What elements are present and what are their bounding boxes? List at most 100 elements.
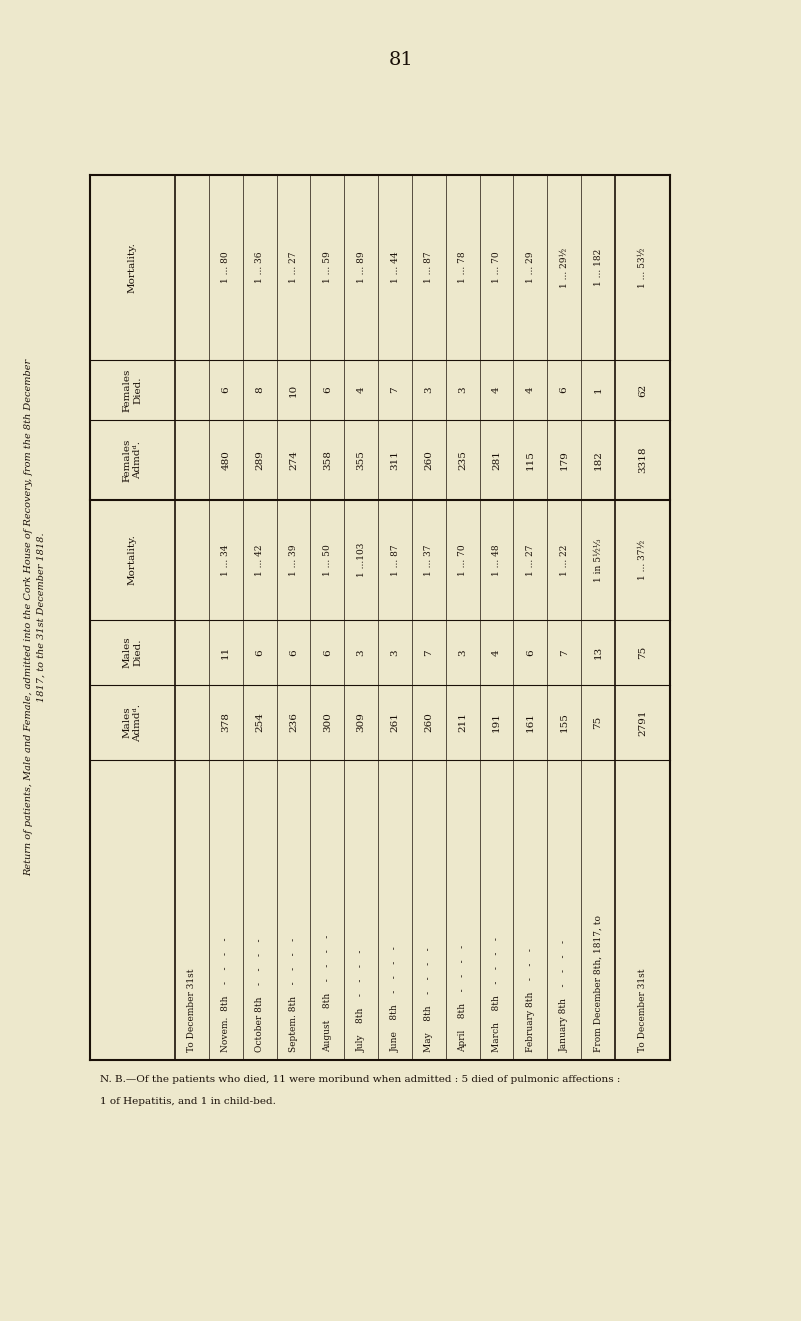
Text: 1 ... 50: 1 ... 50	[323, 544, 332, 576]
Text: 6: 6	[560, 387, 569, 394]
Text: 1 ... 22: 1 ... 22	[560, 544, 569, 576]
Text: 1 ... 39: 1 ... 39	[289, 544, 298, 576]
Text: 1 ... 53½: 1 ... 53½	[638, 247, 647, 288]
Text: 182: 182	[594, 450, 602, 470]
Text: 236: 236	[289, 712, 298, 732]
Text: 6: 6	[526, 649, 535, 655]
Text: Females
Admdᵈ.: Females Admdᵈ.	[123, 439, 143, 482]
Text: January 8th    -    -    -    -: January 8th - - - -	[560, 941, 569, 1052]
Text: 3: 3	[356, 649, 365, 655]
Text: 6: 6	[289, 649, 298, 655]
Text: October 8th    -    -    -    -: October 8th - - - -	[255, 938, 264, 1052]
Text: Males
Admdᵈ.: Males Admdᵈ.	[123, 704, 143, 741]
Text: 1 ... 34: 1 ... 34	[221, 544, 230, 576]
Text: 81: 81	[388, 52, 413, 69]
Text: Return of patients, Male and Female, admitted into the Cork House of Recovery, f: Return of patients, Male and Female, adm…	[25, 359, 46, 876]
Text: 1 ... 37½: 1 ... 37½	[638, 540, 647, 580]
Text: Females
Died.: Females Died.	[123, 369, 143, 412]
Text: 1 ... 29½: 1 ... 29½	[560, 247, 569, 288]
Text: 161: 161	[526, 712, 535, 732]
Text: 1 of Hepatitis, and 1 in child-bed.: 1 of Hepatitis, and 1 in child-bed.	[100, 1096, 276, 1106]
Text: 7: 7	[391, 387, 400, 394]
Text: From December 8th, 1817, to: From December 8th, 1817, to	[594, 915, 602, 1052]
Text: 1 ... 27: 1 ... 27	[289, 252, 298, 283]
Text: 3: 3	[458, 387, 467, 394]
Text: May    8th    -    -    -    -: May 8th - - - -	[425, 947, 433, 1052]
Text: Mortality.: Mortality.	[128, 535, 137, 585]
Text: 1 ...103: 1 ...103	[356, 543, 365, 577]
Text: 3: 3	[425, 387, 433, 394]
Text: 62: 62	[638, 383, 647, 396]
Text: 6: 6	[323, 387, 332, 394]
Text: 3: 3	[391, 649, 400, 655]
Text: 260: 260	[425, 450, 433, 470]
Text: 6: 6	[255, 649, 264, 655]
Text: To December 31st: To December 31st	[187, 968, 196, 1052]
Text: 235: 235	[458, 450, 467, 470]
Text: 191: 191	[492, 712, 501, 732]
Text: 355: 355	[356, 450, 365, 470]
Text: 300: 300	[323, 712, 332, 732]
Text: 1 ... 70: 1 ... 70	[492, 252, 501, 283]
Text: 1 ... 42: 1 ... 42	[255, 544, 264, 576]
Text: Novem.  8th    -    -    -    -: Novem. 8th - - - -	[221, 938, 230, 1052]
Text: 4: 4	[492, 649, 501, 655]
Text: 8: 8	[255, 387, 264, 394]
Text: 480: 480	[221, 450, 230, 470]
Text: 10: 10	[289, 383, 298, 396]
Text: 115: 115	[526, 450, 535, 470]
Text: 1: 1	[594, 387, 602, 394]
Text: 261: 261	[391, 712, 400, 732]
Text: 1 ... 89: 1 ... 89	[356, 252, 365, 283]
Text: 281: 281	[492, 450, 501, 470]
Text: 289: 289	[255, 450, 264, 470]
Text: 11: 11	[221, 646, 230, 659]
Text: 378: 378	[221, 712, 230, 732]
Text: 1 ... 48: 1 ... 48	[492, 544, 501, 576]
Text: 3: 3	[458, 649, 467, 655]
Text: 75: 75	[594, 716, 602, 729]
Text: 1 ... 78: 1 ... 78	[458, 252, 467, 283]
Text: February 8th    -    -    -: February 8th - - -	[526, 948, 535, 1052]
Text: To December 31st: To December 31st	[638, 968, 647, 1052]
Text: 6: 6	[221, 387, 230, 394]
Text: 4: 4	[356, 387, 365, 394]
Text: Mortality.: Mortality.	[128, 242, 137, 293]
Text: 358: 358	[323, 450, 332, 470]
Text: 311: 311	[391, 450, 400, 470]
Text: 2791: 2791	[638, 709, 647, 736]
Text: 1 ... 29: 1 ... 29	[526, 252, 535, 283]
Text: 1 ... 59: 1 ... 59	[323, 251, 332, 284]
Text: 13: 13	[594, 646, 602, 659]
Text: 260: 260	[425, 712, 433, 732]
Text: 7: 7	[425, 649, 433, 655]
Text: 1 ... 27: 1 ... 27	[526, 544, 535, 576]
Text: 1 in 5½⅓: 1 in 5½⅓	[594, 538, 602, 581]
Text: 254: 254	[255, 712, 264, 732]
Text: 1 ... 44: 1 ... 44	[391, 252, 400, 283]
Text: 1 ... 80: 1 ... 80	[221, 252, 230, 283]
Text: April    8th    -    -    -    -: April 8th - - - -	[458, 945, 467, 1052]
Text: 75: 75	[638, 646, 647, 659]
Text: 1 ... 182: 1 ... 182	[594, 248, 602, 287]
Text: 155: 155	[560, 712, 569, 732]
Text: March    8th    -    -    -    -: March 8th - - - -	[492, 937, 501, 1052]
Text: July    8th    -    -    -    -: July 8th - - - -	[356, 950, 365, 1052]
Text: 7: 7	[560, 649, 569, 655]
Text: 1 ... 87: 1 ... 87	[391, 544, 400, 576]
Text: 1 ... 37: 1 ... 37	[425, 544, 433, 576]
Text: August    8th    -    -    -    -: August 8th - - - -	[323, 935, 332, 1052]
Text: N. B.—Of the patients who died, 11 were moribund when admitted : 5 died of pulmo: N. B.—Of the patients who died, 11 were …	[100, 1075, 621, 1085]
Text: 6: 6	[323, 649, 332, 655]
Text: 179: 179	[560, 450, 569, 470]
Text: 1 ... 70: 1 ... 70	[458, 544, 467, 576]
Text: 1 ... 36: 1 ... 36	[255, 252, 264, 283]
Text: 274: 274	[289, 450, 298, 470]
Text: 3318: 3318	[638, 446, 647, 473]
Text: 4: 4	[492, 387, 501, 394]
Text: 4: 4	[526, 387, 535, 394]
Text: Septem. 8th    -    -    -    -: Septem. 8th - - - -	[289, 938, 298, 1052]
Text: 309: 309	[356, 712, 365, 732]
Text: Males
Died.: Males Died.	[123, 637, 143, 668]
Text: 1 ... 87: 1 ... 87	[425, 252, 433, 283]
